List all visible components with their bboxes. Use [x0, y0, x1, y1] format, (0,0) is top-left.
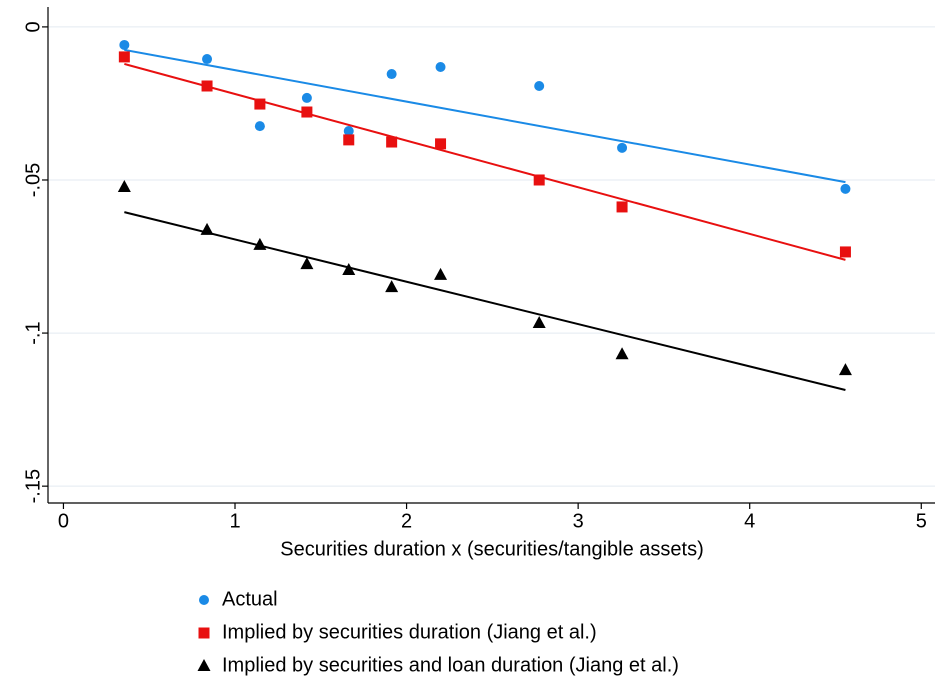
point	[343, 134, 355, 146]
legend-marker	[199, 595, 209, 605]
x-tick-label: 4	[744, 510, 755, 532]
point	[385, 280, 399, 293]
point	[119, 39, 130, 50]
point	[617, 142, 628, 153]
point	[253, 237, 267, 250]
point	[300, 257, 314, 270]
fit-line	[124, 211, 846, 391]
point	[386, 69, 397, 80]
legend-label: Implied by securities duration (Jiang et…	[222, 621, 597, 643]
x-tick-label: 1	[229, 510, 240, 532]
point	[534, 80, 545, 91]
x-tick-label: 5	[916, 510, 927, 532]
y-tick-label: 0	[22, 21, 44, 32]
fit-line	[124, 48, 846, 184]
y-tick-label: -.05	[22, 163, 44, 197]
legend-label: Implied by securities and loan duration …	[222, 654, 679, 676]
point	[839, 246, 851, 258]
legend-label: Actual	[222, 588, 278, 610]
point	[615, 347, 629, 360]
point	[301, 92, 312, 103]
point	[254, 121, 265, 132]
point	[533, 174, 545, 186]
point	[202, 54, 213, 65]
point	[343, 126, 354, 136]
point	[435, 62, 446, 73]
x-axis-label: Securities duration x (securities/tangib…	[280, 538, 704, 560]
point	[117, 180, 131, 193]
y-tick-label: -.1	[22, 321, 44, 344]
point	[616, 201, 628, 213]
point	[435, 138, 447, 150]
point	[840, 183, 851, 194]
point	[386, 136, 398, 148]
x-tick-label: 2	[401, 510, 412, 532]
point	[301, 106, 313, 118]
legend-marker	[198, 627, 210, 639]
point	[200, 222, 214, 235]
point	[254, 98, 266, 110]
point	[838, 363, 852, 376]
point	[118, 51, 130, 63]
x-tick-label: 3	[573, 510, 584, 532]
y-tick-label: -.15	[22, 469, 44, 503]
point	[201, 80, 213, 92]
point	[532, 315, 546, 328]
x-tick-label: 0	[58, 510, 69, 532]
point	[434, 267, 448, 280]
fit-line	[124, 62, 846, 261]
point	[342, 263, 356, 276]
legend-marker	[197, 659, 211, 671]
